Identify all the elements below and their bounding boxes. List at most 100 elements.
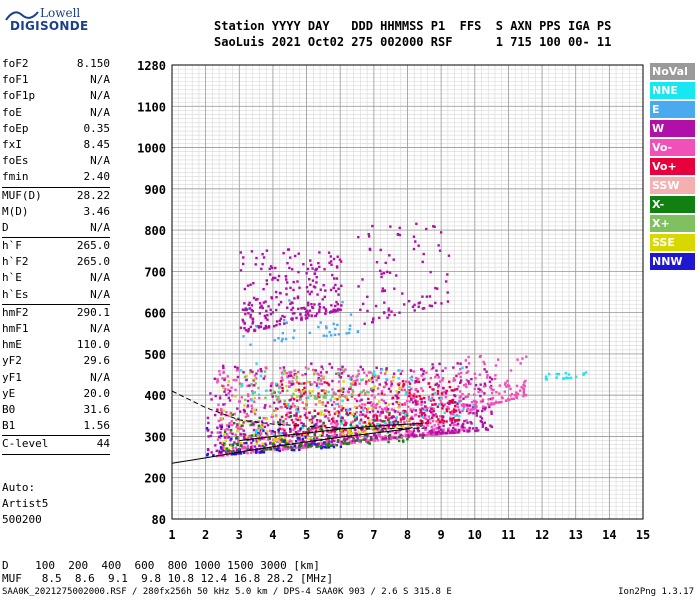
echo-point <box>260 432 263 435</box>
echo-point <box>351 439 354 443</box>
echo-point <box>292 336 295 339</box>
param-value: 110.0 <box>76 338 110 352</box>
echo-point <box>430 304 434 308</box>
echo-point <box>452 426 455 430</box>
echo-point <box>242 451 246 454</box>
echo-point <box>220 417 224 420</box>
echo-point <box>288 380 291 383</box>
echo-point <box>438 396 441 400</box>
param-separator <box>2 237 110 239</box>
echo-point <box>456 362 459 365</box>
echo-point <box>313 286 317 289</box>
echo-point <box>352 425 356 429</box>
echo-point <box>332 286 335 290</box>
echo-point <box>290 308 293 312</box>
echo-point <box>432 432 435 435</box>
echo-point <box>258 416 261 420</box>
echo-point <box>337 380 341 383</box>
echo-point <box>273 409 276 413</box>
echo-point <box>283 438 286 442</box>
echo-point <box>433 391 436 395</box>
echo-point <box>314 438 317 442</box>
echo-point <box>282 366 286 369</box>
echo-point <box>375 434 378 437</box>
echo-point <box>409 434 412 438</box>
echo-point <box>509 394 512 397</box>
echo-point <box>314 268 317 272</box>
echo-point <box>401 417 404 421</box>
echo-point <box>418 412 422 415</box>
echo-point <box>285 287 288 290</box>
echo-point <box>509 387 512 391</box>
echo-point <box>419 419 423 422</box>
echo-point <box>405 399 409 403</box>
echo-point <box>298 418 302 422</box>
echo-point <box>428 409 432 413</box>
echo-point <box>440 392 444 395</box>
echo-point <box>429 411 433 414</box>
echo-point <box>223 436 227 439</box>
echo-point <box>303 307 307 311</box>
echo-point <box>229 431 232 434</box>
echo-point <box>314 427 317 430</box>
echo-point <box>301 433 304 437</box>
echo-point <box>456 388 459 391</box>
echo-point <box>429 270 432 274</box>
echo-point <box>391 402 395 406</box>
echo-point <box>495 390 498 394</box>
echo-point <box>434 286 437 290</box>
echo-point <box>422 434 426 437</box>
echo-point <box>322 389 326 392</box>
echo-point <box>297 416 300 419</box>
echo-point <box>332 445 336 449</box>
echo-point <box>274 409 278 412</box>
echo-point <box>271 278 274 281</box>
echo-point <box>380 392 384 395</box>
echo-point <box>374 429 377 432</box>
echo-point <box>428 295 432 298</box>
echo-point <box>374 304 378 308</box>
echo-point <box>321 401 325 404</box>
echo-point <box>445 431 449 435</box>
echo-point <box>316 378 320 382</box>
echo-point <box>483 421 486 424</box>
echo-point <box>376 402 379 406</box>
echo-point <box>219 446 223 449</box>
echo-point <box>235 425 238 429</box>
param-name: yF2 <box>2 354 22 368</box>
echo-point <box>296 436 299 440</box>
echo-point <box>253 391 256 394</box>
echo-point <box>288 399 291 402</box>
echo-point <box>493 402 496 405</box>
echo-point <box>401 380 405 383</box>
echo-point <box>250 434 254 437</box>
echo-point <box>243 404 246 407</box>
echo-point <box>240 396 243 399</box>
echo-point <box>328 413 331 417</box>
echo-point <box>247 312 250 315</box>
echo-point <box>422 425 426 428</box>
echo-point <box>512 397 516 401</box>
echo-point <box>457 431 461 434</box>
echo-point <box>267 305 270 308</box>
echo-point <box>314 314 318 317</box>
echo-point <box>414 400 418 404</box>
echo-point <box>246 446 250 450</box>
echo-point <box>286 412 289 415</box>
echo-point <box>390 380 393 383</box>
echo-point <box>410 398 413 401</box>
echo-point <box>324 404 328 407</box>
echo-point <box>276 437 279 441</box>
echo-point <box>423 416 426 419</box>
echo-point <box>247 394 250 398</box>
echo-point <box>412 427 416 431</box>
echo-point <box>284 337 288 341</box>
legend-item: NNE <box>650 82 695 99</box>
echo-point <box>231 394 234 397</box>
echo-point <box>329 398 332 401</box>
echo-point <box>226 449 229 453</box>
echo-point <box>402 417 406 420</box>
echo-point <box>389 390 392 393</box>
auto-version: 500200 <box>2 513 42 526</box>
